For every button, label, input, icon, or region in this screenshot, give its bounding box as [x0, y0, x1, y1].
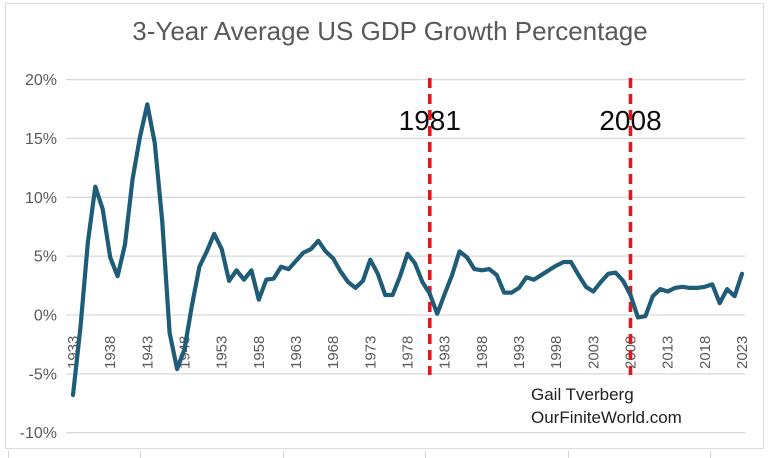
worksheet-cell-border	[568, 451, 569, 458]
worksheet-cell-border	[8, 451, 9, 458]
annotation-1981: 1981	[398, 105, 461, 136]
attribution-author: Gail Tverberg	[531, 385, 634, 404]
chart-title: 3-Year Average US GDP Growth Percentage	[132, 16, 648, 46]
worksheet-cell-border	[710, 451, 711, 458]
annotation-2008: 2008	[599, 105, 662, 136]
worksheet-cell-border	[425, 451, 426, 458]
attribution: Gail Tverberg OurFiniteWorld.com	[531, 383, 682, 429]
worksheet-cell-border	[283, 451, 284, 458]
worksheet-cell-border	[140, 451, 141, 458]
attribution-site: OurFiniteWorld.com	[531, 408, 682, 427]
